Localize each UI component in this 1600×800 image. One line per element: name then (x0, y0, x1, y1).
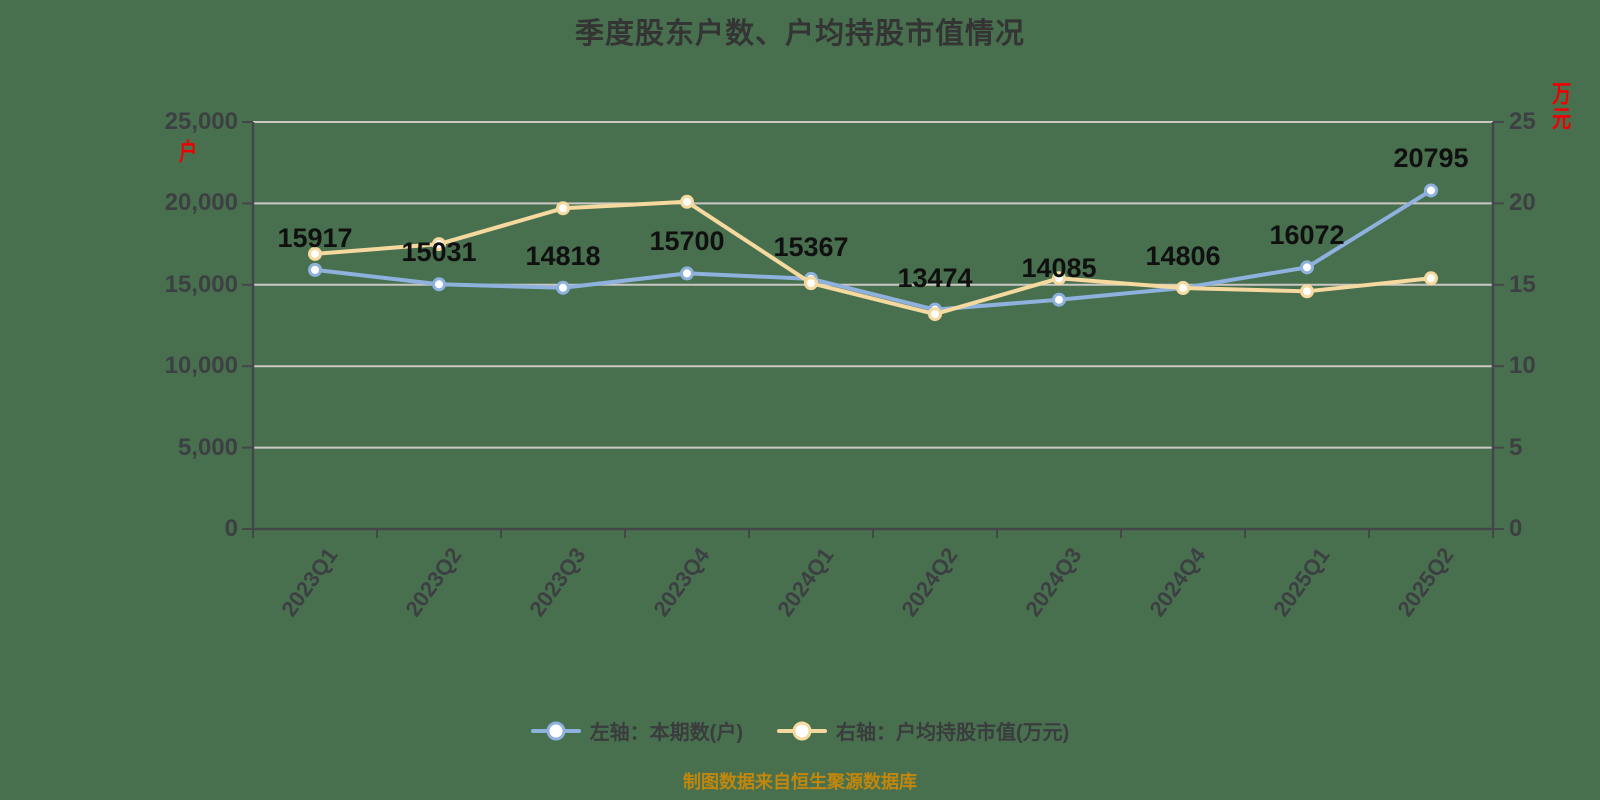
series-line-avg-market-value (313, 199, 1433, 317)
data-point-shareholder-count (1424, 183, 1438, 198)
legend-item-shareholder-count[interactable]: 左轴：本期数(户) (530, 716, 743, 745)
line-marker-icon (530, 721, 581, 741)
legend-label-avg-market-value: 右轴：户均持股市值(万元) (836, 722, 1070, 744)
data-point-avg-market-value (1300, 284, 1314, 299)
data-point-avg-market-value (804, 276, 818, 291)
data-point-shareholder-count (556, 280, 570, 295)
line-marker-icon (777, 721, 827, 741)
legend-item-avg-market-value[interactable]: 右轴：户均持股市值(万元) (777, 716, 1069, 745)
legend-dot-swatch (792, 721, 812, 740)
data-point-shareholder-count (1052, 292, 1066, 307)
data-point-avg-market-value (680, 194, 694, 209)
legend-dot-swatch (546, 721, 566, 740)
data-point-avg-market-value (556, 201, 570, 216)
legend: 左轴：本期数(户) 右轴：户均持股市值(万元) (0, 716, 1600, 745)
data-point-avg-market-value (1176, 281, 1190, 296)
right-axis-unit-label: 万元 (1552, 81, 1572, 133)
data-point-avg-market-value (308, 246, 322, 261)
legend-label-shareholder-count: 左轴：本期数(户) (589, 722, 743, 744)
data-point-shareholder-count (308, 262, 322, 277)
data-point-shareholder-count (1300, 260, 1314, 275)
series-line-shareholder-count (313, 188, 1433, 312)
data-point-avg-market-value (1424, 271, 1438, 286)
data-point-avg-market-value (1052, 271, 1066, 286)
data-point-shareholder-count (432, 277, 446, 292)
data-point-avg-market-value (432, 237, 446, 252)
data-point-avg-market-value (928, 307, 942, 322)
data-source-note: 制图数据来自恒生聚源数据库 (683, 772, 917, 792)
data-point-shareholder-count (680, 266, 694, 281)
left-axis-unit-label: 户 (179, 139, 197, 166)
chart-title: 季度股东户数、户均持股市值情况 (574, 18, 1025, 50)
